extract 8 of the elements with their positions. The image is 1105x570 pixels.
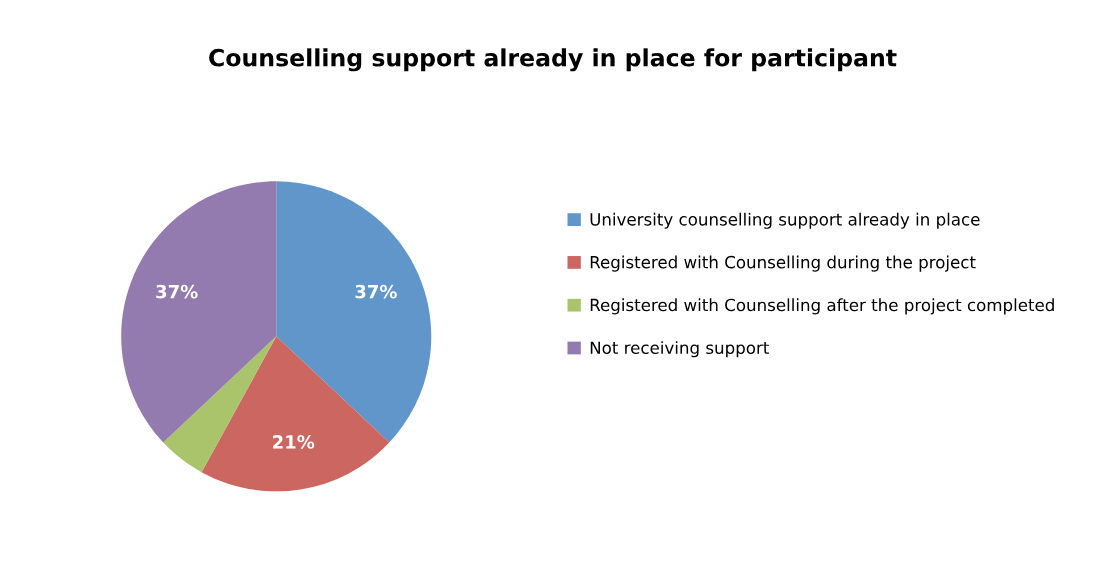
legend-label: Not receiving support xyxy=(590,341,769,358)
data-label: 37% xyxy=(156,284,198,299)
legend-label: University counselling support already in place xyxy=(590,212,980,229)
data-label: 21% xyxy=(273,435,315,449)
legend-label: Registered with Counselling during the project xyxy=(590,255,976,272)
legend-label: Registered with Counselling after the project completed xyxy=(590,298,1054,315)
data-label: 37% xyxy=(355,284,397,299)
chart-title: Counselling support already in place for participant xyxy=(209,48,897,72)
